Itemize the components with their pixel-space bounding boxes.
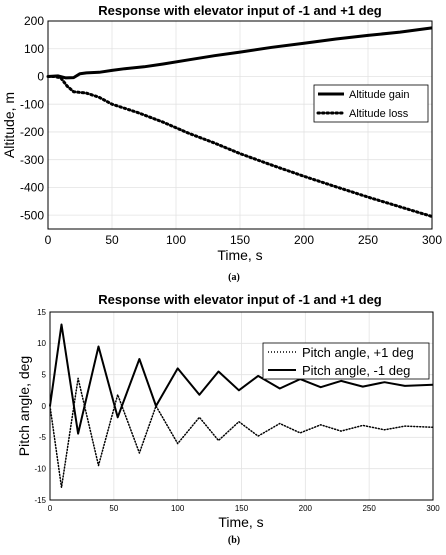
chart-a-xtick-label: 250	[358, 233, 378, 247]
chart-b-ytick-label: -15	[34, 496, 46, 505]
chart-a-ytick-label: -400	[20, 181, 44, 195]
chart-a-ticks: 0 50 100 150 200 250 300 200 100 0 -100 -200 -300 -40…	[20, 14, 442, 247]
chart-a-ytick-label: 200	[24, 14, 44, 28]
chart-a-xtick-label: 50	[105, 233, 119, 247]
chart-a-xtick-label: 200	[294, 233, 314, 247]
chart-altitude: Response with elevator input of -1 and +…	[1, 3, 442, 283]
chart-a-series-0-line	[47, 26, 433, 80]
chart-a-xtick-label: 0	[45, 233, 52, 247]
chart-b-xlabel: Time, s	[218, 514, 263, 530]
chart-a-legend-loss: Altitude loss	[349, 108, 409, 120]
chart-a-legend: Altitude gain Altitude loss	[313, 84, 429, 123]
chart-b-ytick-label: -10	[34, 464, 46, 473]
chart-b-legend-plus: Pitch angle, +1 deg	[302, 345, 414, 360]
chart-a-xtick-label: 150	[230, 233, 250, 247]
chart-a-legend-gain: Altitude gain	[349, 89, 410, 101]
chart-a-xtick-label: 100	[166, 233, 186, 247]
chart-b-series	[49, 323, 434, 489]
chart-pitch: Response with elevator input of -1 and +…	[16, 292, 440, 546]
chart-a-ytick-label: 0	[37, 70, 44, 84]
chart-a-title: Response with elevator input of -1 and +…	[98, 3, 382, 18]
chart-a-xlabel: Time, s	[217, 247, 262, 263]
chart-a-ytick-label: -100	[20, 97, 44, 111]
chart-a-ytick-label: 100	[24, 42, 44, 56]
chart-b-ytick-label: 10	[37, 339, 46, 348]
chart-b-xtick-label: 200	[299, 504, 313, 513]
chart-b-series-0-line	[49, 377, 434, 489]
chart-b-xtick-label: 250	[362, 504, 376, 513]
chart-b-legend-box	[262, 342, 430, 380]
chart-a-ylabel: Altitude, m	[1, 92, 17, 158]
chart-a-plot-area	[47, 20, 433, 230]
chart-a-series	[46, 26, 434, 218]
chart-a-series-1-line	[46, 75, 434, 218]
chart-b-ytick-label: -5	[39, 433, 47, 442]
chart-a-caption: (a)	[228, 272, 240, 283]
chart-b-ytick-label: 15	[37, 308, 46, 317]
chart-b-ylabel: Pitch angle, deg	[16, 356, 32, 456]
chart-b-grid	[49, 311, 434, 501]
chart-a-legend-box	[313, 84, 429, 123]
chart-b-caption: (b)	[228, 535, 240, 546]
chart-b-ytick-label: 5	[42, 370, 47, 379]
chart-b-xtick-label: 100	[171, 504, 185, 513]
chart-b-ytick-label: 0	[42, 402, 47, 411]
chart-b-xtick-label: 300	[426, 504, 440, 513]
chart-a-xtick-label: 300	[422, 233, 442, 247]
chart-a-ytick-label: -500	[20, 208, 44, 222]
chart-b-xtick-label: 150	[235, 504, 249, 513]
chart-b-series-1-line	[49, 323, 434, 435]
chart-b-xtick-label: 0	[48, 504, 53, 513]
chart-b-title: Response with elevator input of -1 and +…	[98, 292, 382, 307]
chart-b-legend: Pitch angle, +1 deg Pitch angle, -1 deg	[262, 342, 430, 380]
chart-b-legend-minus: Pitch angle, -1 deg	[302, 363, 410, 378]
chart-b-xtick-label: 50	[109, 504, 118, 513]
chart-a-ytick-label: -300	[20, 153, 44, 167]
chart-a-ytick-label: -200	[20, 125, 44, 139]
